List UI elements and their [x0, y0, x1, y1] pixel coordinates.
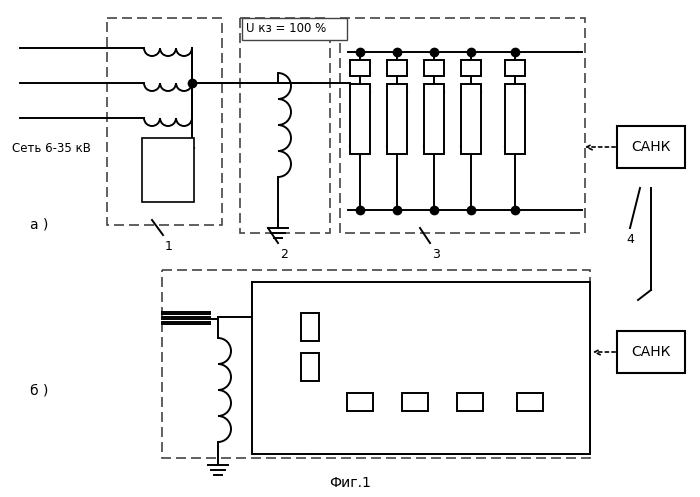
Bar [505, 60, 525, 76]
Bar [424, 60, 444, 76]
Bar [350, 84, 370, 154]
Bar [461, 84, 481, 154]
Bar [402, 393, 428, 411]
Text: САНК: САНК [631, 140, 671, 154]
Bar [107, 18, 222, 225]
Bar [457, 393, 483, 411]
Bar [350, 60, 370, 76]
Text: б ): б ) [30, 383, 48, 397]
Text: U кз = 100 %: U кз = 100 % [246, 22, 326, 35]
Text: Сеть 6-35 кВ: Сеть 6-35 кВ [12, 142, 91, 155]
Bar [517, 393, 543, 411]
Text: 4: 4 [626, 233, 634, 246]
Bar [142, 138, 194, 202]
Text: 1: 1 [165, 240, 173, 253]
Bar [387, 84, 407, 154]
Bar [340, 18, 585, 233]
Text: Фиг.1: Фиг.1 [329, 476, 371, 490]
Bar [301, 353, 319, 381]
Bar [162, 270, 590, 458]
Bar [252, 282, 590, 454]
Bar [461, 60, 481, 76]
Bar [242, 18, 347, 40]
Text: 3: 3 [432, 248, 440, 261]
Bar [347, 393, 373, 411]
Bar [240, 18, 330, 233]
Bar [301, 313, 319, 341]
Text: САНК: САНК [631, 345, 671, 359]
Bar [617, 331, 685, 373]
Bar [617, 126, 685, 168]
Bar [424, 84, 444, 154]
Bar [387, 60, 407, 76]
Bar [505, 84, 525, 154]
Text: а ): а ) [30, 218, 48, 232]
Text: 2: 2 [280, 248, 288, 261]
